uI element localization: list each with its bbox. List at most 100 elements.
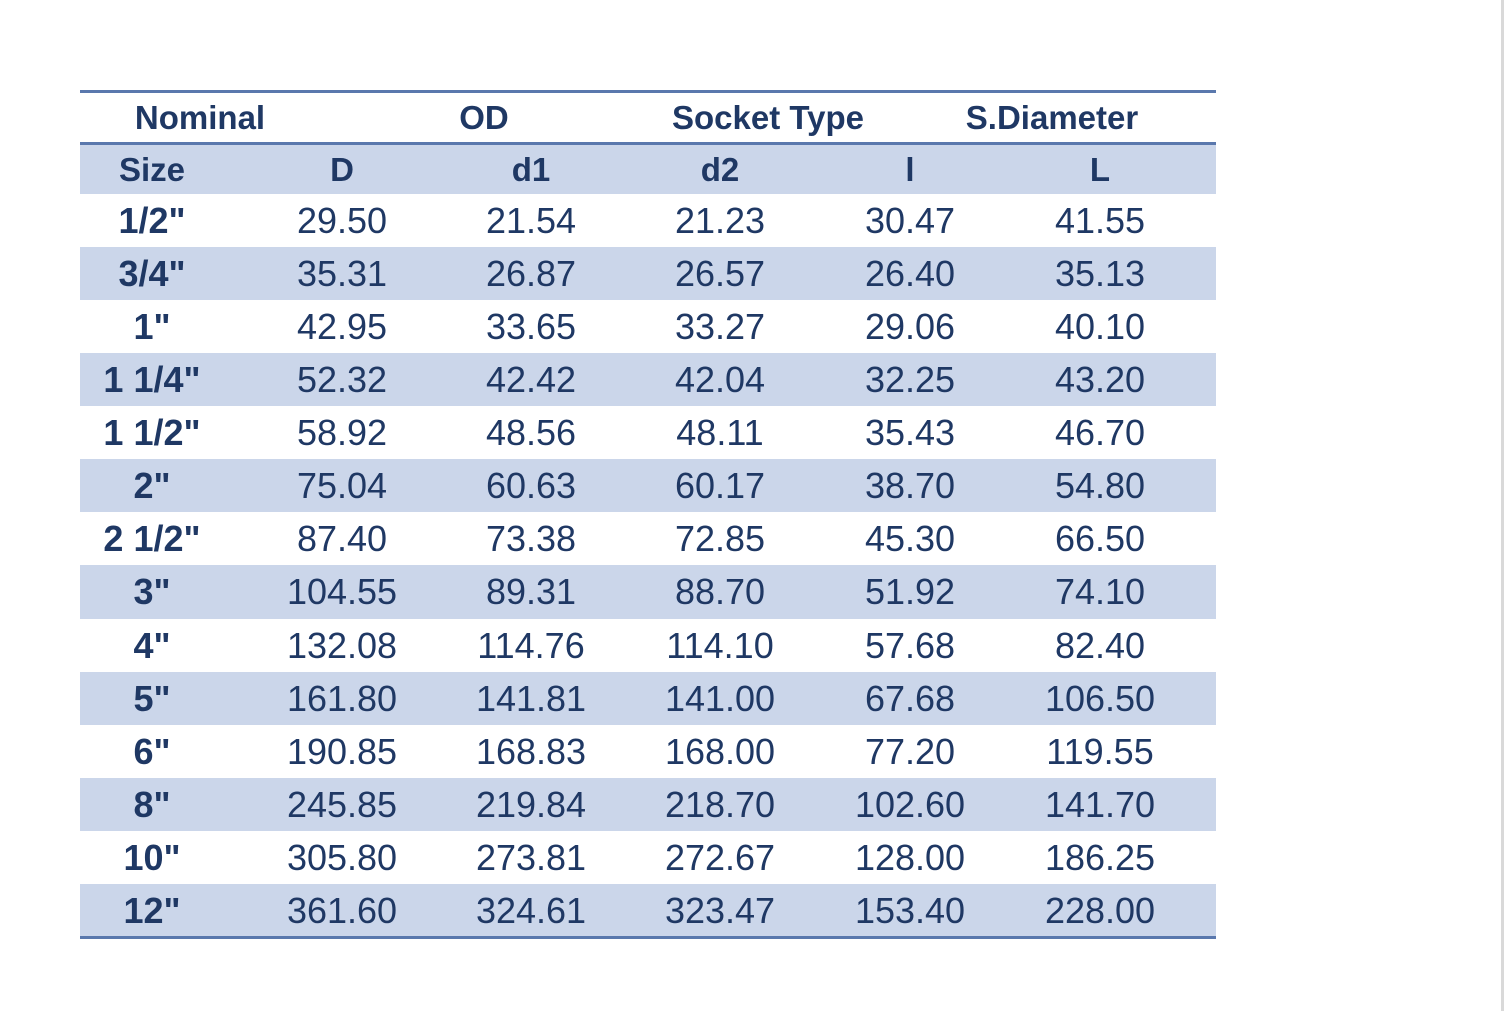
value-cell: 219.84 — [475, 783, 587, 825]
value-cell: 35.13 — [1054, 253, 1146, 295]
value-cell: 26.57 — [674, 253, 766, 295]
header-rule — [80, 142, 1216, 145]
value-cell: 218.70 — [664, 783, 776, 825]
value-cell: 41.55 — [1054, 200, 1146, 241]
value-cell: 51.92 — [864, 571, 956, 613]
size-cell: 1 1/4" — [103, 359, 201, 401]
value-cell: 57.68 — [864, 624, 956, 666]
value-cell: 75.04 — [296, 465, 388, 507]
group-header: OD — [459, 99, 509, 136]
column-header: d2 — [700, 151, 740, 188]
value-cell: 32.25 — [864, 359, 956, 401]
value-cell: 73.38 — [485, 518, 577, 560]
page-edge — [1501, 0, 1504, 1011]
size-cell: 1/2" — [118, 200, 186, 241]
value-cell: 141.81 — [475, 677, 587, 719]
value-cell: 324.61 — [475, 889, 587, 931]
size-cell: 1" — [133, 306, 171, 348]
column-header: d1 — [511, 151, 551, 188]
value-cell: 72.85 — [674, 518, 766, 560]
column-header: D — [330, 151, 354, 188]
value-cell: 33.27 — [674, 306, 766, 348]
value-cell: 45.30 — [864, 518, 956, 560]
value-cell: 67.68 — [864, 677, 956, 719]
value-cell: 141.00 — [664, 677, 776, 719]
value-cell: 114.10 — [666, 624, 774, 666]
size-cell: 12" — [123, 889, 181, 931]
value-cell: 48.56 — [485, 412, 577, 454]
row-band — [80, 353, 1216, 407]
value-cell: 190.85 — [286, 730, 398, 772]
group-header: Socket Type — [672, 99, 864, 136]
value-cell: 89.31 — [485, 571, 577, 613]
value-cell: 168.83 — [475, 730, 587, 772]
value-cell: 60.17 — [674, 465, 766, 507]
value-cell: 29.50 — [296, 200, 388, 241]
value-cell: 54.80 — [1054, 465, 1146, 507]
row-band — [80, 459, 1216, 513]
column-header: Size — [118, 151, 186, 188]
value-cell: 128.00 — [854, 836, 966, 878]
size-cell: 3/4" — [118, 253, 186, 295]
value-cell: 77.20 — [864, 730, 956, 772]
value-cell: 141.70 — [1044, 783, 1156, 825]
value-cell: 46.70 — [1054, 412, 1146, 454]
value-cell: 153.40 — [854, 889, 966, 931]
size-cell: 5" — [133, 677, 171, 719]
group-header: Nominal — [134, 99, 266, 136]
value-cell: 33.65 — [485, 306, 577, 348]
size-cell: 1 1/2" — [103, 412, 201, 454]
value-cell: 40.10 — [1054, 306, 1146, 348]
value-cell: 42.42 — [485, 359, 577, 401]
value-cell: 245.85 — [286, 783, 398, 825]
row-band — [80, 777, 1216, 831]
size-cell: 8" — [133, 783, 171, 825]
value-cell: 66.50 — [1054, 518, 1146, 560]
value-cell: 58.92 — [296, 412, 388, 454]
bottom-rule — [80, 936, 1216, 939]
value-cell: 42.04 — [674, 359, 766, 401]
row-band — [80, 671, 1216, 725]
top-rule — [80, 90, 1216, 93]
value-cell: 21.54 — [485, 200, 577, 241]
value-cell: 30.47 — [864, 200, 956, 241]
value-cell: 29.06 — [864, 306, 956, 348]
size-cell: 2 1/2" — [103, 518, 201, 560]
value-cell: 35.43 — [864, 412, 956, 454]
value-cell: 48.11 — [676, 412, 764, 454]
value-cell: 82.40 — [1054, 624, 1146, 666]
value-cell: 114.76 — [477, 624, 585, 666]
size-cell: 3" — [133, 571, 171, 613]
size-cell: 6" — [133, 730, 171, 772]
header-band — [80, 143, 1216, 194]
value-cell: 228.00 — [1044, 889, 1156, 931]
size-cell: 4" — [133, 624, 171, 666]
size-cell: 2" — [133, 465, 171, 507]
value-cell: 272.67 — [664, 836, 776, 878]
value-cell: 102.60 — [854, 783, 966, 825]
row-band — [80, 883, 1216, 937]
row-band — [80, 565, 1216, 619]
value-cell: 52.32 — [296, 359, 388, 401]
value-cell: 38.70 — [864, 465, 956, 507]
value-cell: 106.50 — [1044, 677, 1156, 719]
value-cell: 323.47 — [664, 889, 776, 931]
value-cell: 87.40 — [296, 518, 388, 560]
value-cell: 43.20 — [1054, 359, 1146, 401]
value-cell: 119.55 — [1046, 730, 1154, 772]
value-cell: 132.08 — [286, 624, 398, 666]
row-band — [80, 247, 1216, 301]
value-cell: 74.10 — [1054, 571, 1146, 613]
value-cell: 26.87 — [485, 253, 577, 295]
value-cell: 26.40 — [864, 253, 956, 295]
value-cell: 42.95 — [296, 306, 388, 348]
column-header: l — [905, 151, 915, 188]
value-cell: 186.25 — [1044, 836, 1156, 878]
value-cell: 21.23 — [674, 200, 766, 241]
group-header: S.Diameter — [965, 99, 1139, 136]
value-cell: 361.60 — [286, 889, 398, 931]
size-cell: 10" — [123, 836, 181, 878]
value-cell: 161.80 — [286, 677, 398, 719]
value-cell: 60.63 — [485, 465, 577, 507]
